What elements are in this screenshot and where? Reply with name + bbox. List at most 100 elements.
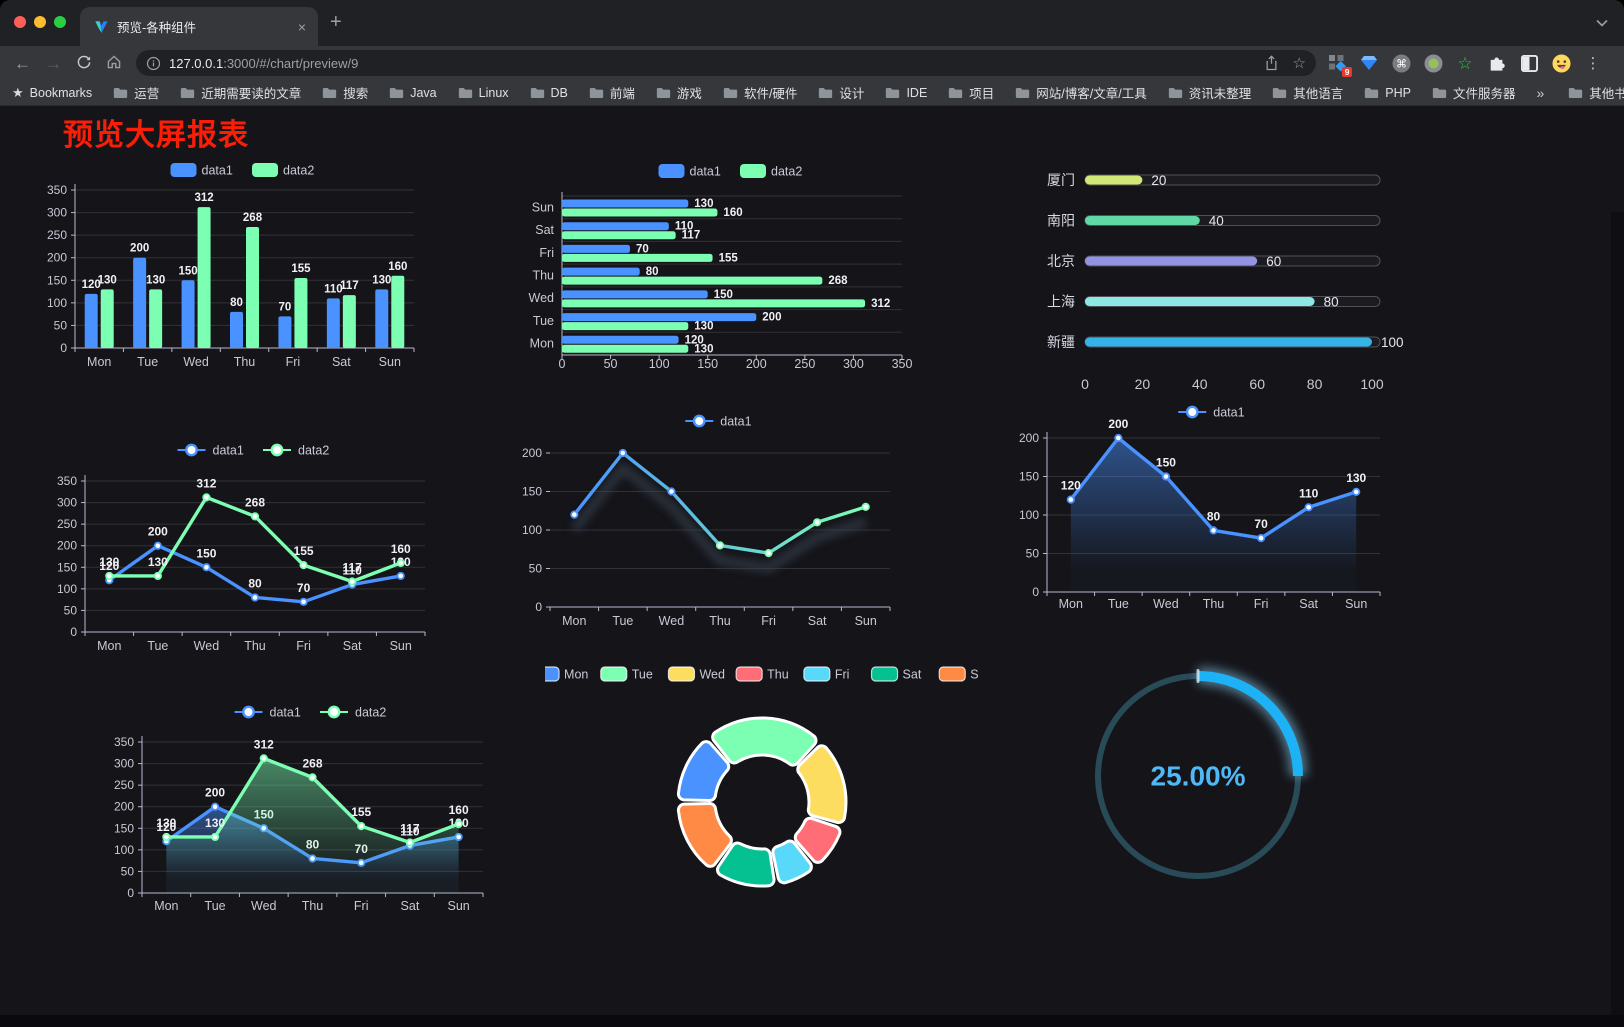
bookmark-item[interactable]: 其他语言 [1272,83,1343,102]
home-button[interactable] [106,54,122,73]
svg-text:Thu: Thu [709,614,731,628]
svg-text:100: 100 [1381,335,1404,350]
browser-tab[interactable]: 预览-各种组件 × [80,7,318,46]
extension-proxy-icon[interactable] [1422,54,1444,73]
svg-text:Wed: Wed [1153,597,1179,611]
svg-text:100: 100 [47,296,67,310]
forward-button[interactable]: → [45,53,62,73]
svg-text:Tue: Tue [612,614,633,628]
chart-gauge-percent: 25.00% [1078,656,1318,896]
svg-text:312: 312 [196,476,216,490]
bookmark-item[interactable]: 资讯未整理 [1168,83,1251,102]
svg-text:200: 200 [746,357,767,371]
svg-text:Sat: Sat [401,899,420,913]
svg-text:130: 130 [372,274,391,286]
url-bar[interactable]: 127.0.0.1:3000/#/chart/preview/9 ☆ [136,50,1316,76]
extensions-puzzle-icon[interactable] [1486,54,1508,72]
svg-text:130: 130 [156,816,176,830]
folder-icon [1168,87,1182,98]
svg-text:Sun: Sun [855,614,877,628]
svg-text:data2: data2 [298,444,329,458]
chart-bar-horizontal: 0 50 100 150 200 250 300 350 Sun 130 160 Sat 110 117 F… [495,150,917,372]
minimize-window-button[interactable] [34,16,46,28]
folder-icon [656,87,671,98]
other-bookmarks-item[interactable]: 其他书签 [1568,83,1624,102]
bookmark-item[interactable]: Linux [458,86,509,100]
bookmark-item[interactable]: 运营 [113,83,159,102]
folder-icon [589,87,604,98]
chart-line-gradient: 0 50 100 150 200 Mon Tue Wed Thu Fri Sat Sun data1 [492,395,898,637]
svg-text:150: 150 [47,273,67,287]
svg-text:Mon: Mon [1059,597,1083,611]
tab-search-chevron-icon[interactable] [1596,16,1608,30]
svg-text:155: 155 [294,544,314,558]
tab-close-icon[interactable]: × [297,18,306,35]
back-button[interactable]: ← [14,53,31,73]
svg-text:40: 40 [1209,214,1224,229]
bookmark-item[interactable]: 网站/博客/文章/工具 [1015,83,1147,102]
bookmark-item[interactable]: 设计 [818,83,864,102]
svg-text:data1: data1 [270,706,301,720]
maximize-window-button[interactable] [54,16,66,28]
svg-text:Fri: Fri [354,899,369,913]
svg-text:Mon: Mon [87,355,111,369]
svg-text:160: 160 [449,803,469,817]
svg-text:Wed: Wed [251,899,277,913]
svg-text:Sun: Sun [970,668,979,682]
svg-text:150: 150 [522,485,542,499]
bookmark-item[interactable]: Java [389,86,437,100]
extension-emoji-icon[interactable] [1550,53,1572,73]
svg-text:150: 150 [714,289,733,301]
svg-text:Sun: Sun [390,639,412,653]
bookmarks-overflow-chevron[interactable]: » [1536,84,1545,101]
page-content: 预览大屏报表 0 50 100 150 200 250 300 350 Mon Tue Wed Thu… [0,106,1624,1015]
bookmark-item[interactable]: 游戏 [656,83,702,102]
menu-kebab-icon[interactable]: ⋮ [1585,55,1601,72]
svg-text:Mon: Mon [564,668,588,682]
bookmark-item[interactable]: 近期需要读的文章 [180,83,301,102]
svg-text:200: 200 [1019,431,1039,445]
bookmark-item[interactable]: IDE [885,86,927,100]
extension-grid-icon[interactable]: 9 [1326,54,1352,77]
reload-button[interactable] [76,54,92,73]
extension-command-icon[interactable]: ⌘ [1390,54,1412,73]
close-window-button[interactable] [14,16,26,28]
extension-darkmode-icon[interactable] [1518,54,1540,72]
bookmark-item[interactable]: 项目 [948,83,994,102]
svg-text:⌘: ⌘ [1396,58,1407,70]
chart-donut-week: Mon Tue Wed Thu Fri Sat Sun [545,640,979,895]
new-tab-button[interactable]: + [330,11,342,33]
svg-text:80: 80 [646,266,659,278]
svg-text:100: 100 [57,582,77,596]
svg-text:150: 150 [57,560,77,574]
svg-text:130: 130 [694,198,713,210]
tab-title: 预览-各种组件 [117,21,197,35]
svg-text:Tue: Tue [137,355,158,369]
bookmark-item[interactable]: 前端 [589,83,635,102]
bookmark-item[interactable]: 搜索 [322,83,368,102]
bookmark-item[interactable]: DB [530,86,568,100]
extension-gem-icon[interactable] [1358,55,1380,71]
svg-text:150: 150 [1019,470,1039,484]
bookmarks-manager-item[interactable]: ★ Bookmarks [12,84,93,100]
share-icon[interactable] [1264,55,1279,71]
svg-text:117: 117 [340,280,359,292]
folder-icon [390,87,404,98]
bookmark-item[interactable]: 文件服务器 [1432,83,1515,102]
svg-text:50: 50 [64,603,78,617]
browser-toolbar: ← → 127.0.0.1:3000/#/chart/preview/9 ☆ 9… [0,46,1624,80]
star-icon: ★ [12,84,24,100]
svg-text:80: 80 [230,297,243,309]
bookmark-item[interactable]: 软件/硬件 [723,83,797,102]
svg-text:Wed: Wed [659,614,685,628]
svg-text:110: 110 [675,221,694,233]
page-scrollbar[interactable] [1611,212,1624,1015]
svg-text:80: 80 [248,576,262,590]
bookmark-star-icon[interactable]: ☆ [1292,54,1306,72]
chart-line-two-series: 0 50 100 150 200 250 300 350 Mon Tue Wed Thu Fri Sat S… [42,420,434,662]
info-icon[interactable] [146,56,161,71]
svg-text:350: 350 [892,357,913,371]
extension-star-icon[interactable]: ☆ [1457,53,1473,73]
bookmark-item[interactable]: PHP [1364,86,1411,100]
svg-text:268: 268 [245,495,265,509]
